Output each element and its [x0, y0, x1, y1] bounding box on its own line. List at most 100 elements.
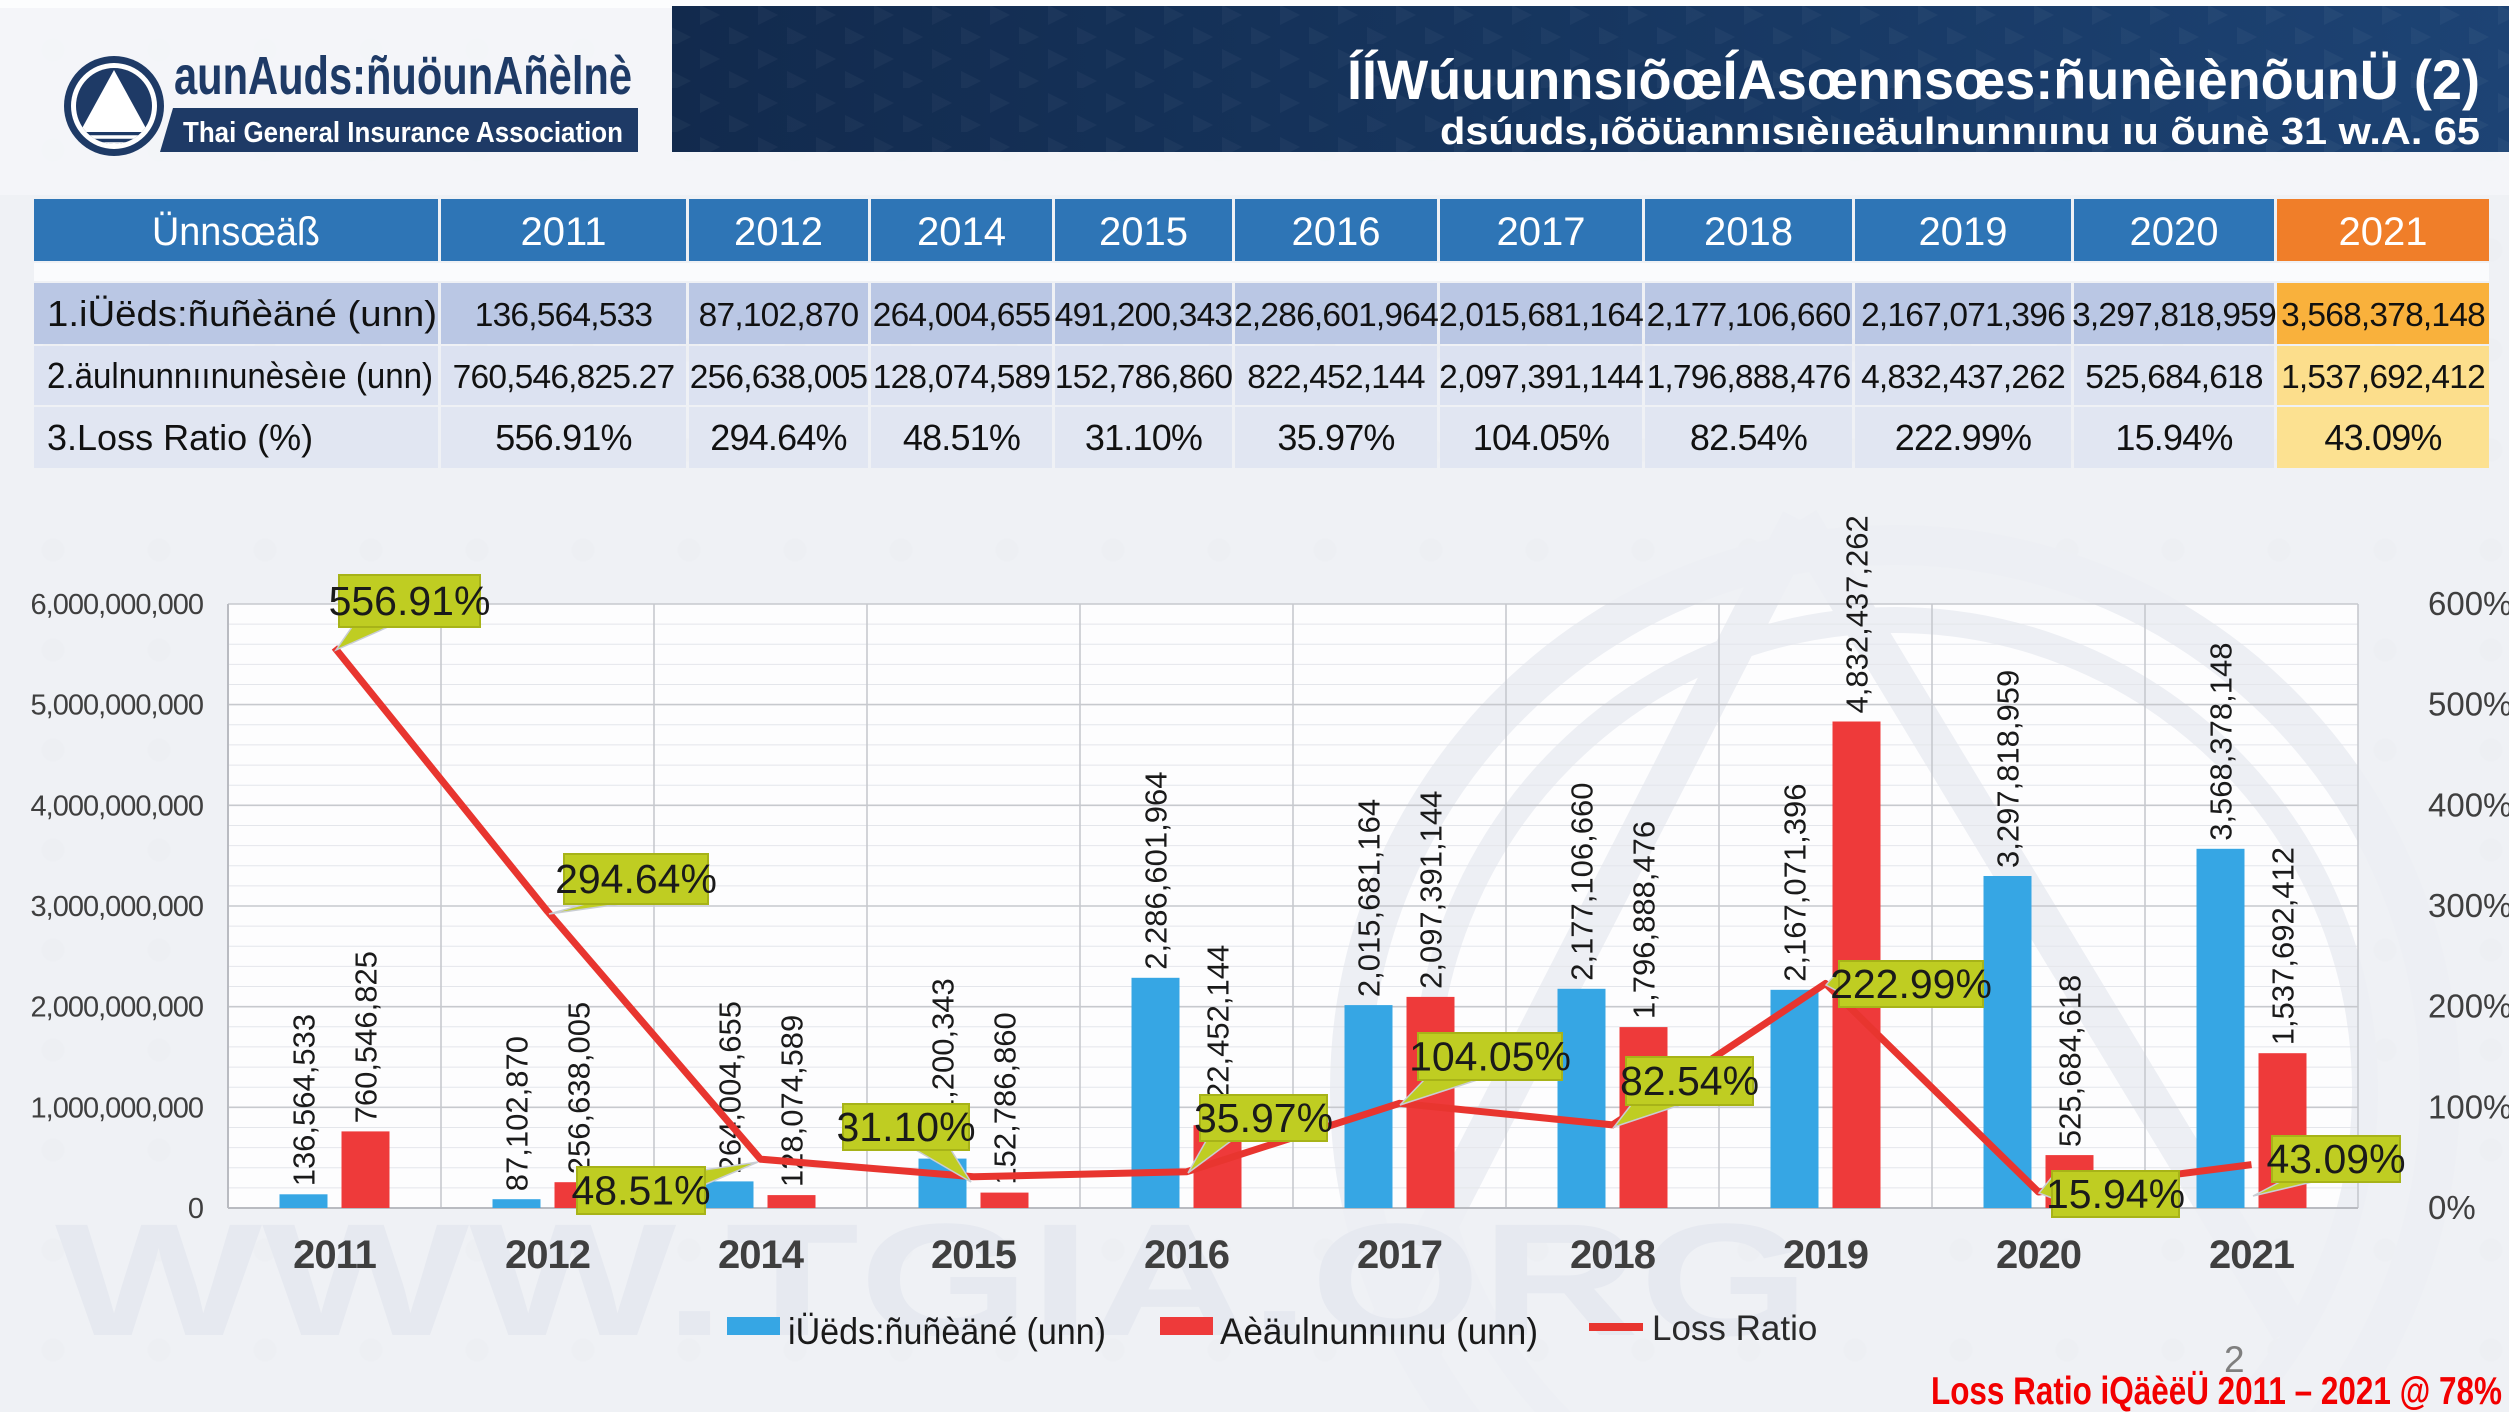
svg-text:2,167,071,396: 2,167,071,396 [1861, 297, 2065, 334]
svg-text:2,015,681,164: 2,015,681,164 [1439, 297, 1643, 334]
svg-text:WWW.TGIA.ORG: WWW.TGIA.ORG [55, 1190, 1810, 1369]
svg-text:760,546,825: 760,546,825 [349, 951, 384, 1123]
svg-text:136,564,533: 136,564,533 [287, 1014, 322, 1186]
svg-text:1.iÜëds:ñuñèäné (unn): 1.iÜëds:ñuñèäné (unn) [47, 293, 437, 334]
svg-text:2,177,106,660: 2,177,106,660 [1565, 783, 1600, 981]
svg-text:264,004,655: 264,004,655 [873, 297, 1051, 334]
svg-text:556.91%: 556.91% [329, 578, 491, 624]
svg-text:264,004,655: 264,004,655 [713, 1001, 748, 1173]
svg-text:aunAuds:ñuöunAñèlnè: aunAuds:ñuöunAñèlnè [174, 46, 632, 106]
svg-text:525,684,618: 525,684,618 [2085, 359, 2263, 396]
svg-text:2.äulnunnıınunèsèıe (unn): 2.äulnunnıınunèsèıe (unn) [47, 355, 433, 396]
svg-text:87,102,870: 87,102,870 [500, 1036, 535, 1191]
svg-text:2,286,601,964: 2,286,601,964 [1234, 297, 1438, 334]
svg-text:2015: 2015 [1099, 210, 1188, 254]
svg-text:Loss Ratio iQäèëÜ 2011 – 2021: Loss Ratio iQäèëÜ 2011 – 2021 @ 78% [1931, 1370, 2502, 1412]
svg-text:3,297,818,959: 3,297,818,959 [1991, 670, 2026, 868]
svg-text:2019: 2019 [1783, 1233, 1868, 1277]
svg-text:294.64%: 294.64% [710, 417, 847, 458]
svg-text:3,297,818,959: 3,297,818,959 [2072, 297, 2276, 334]
svg-text:2,167,071,396: 2,167,071,396 [1778, 784, 1813, 982]
svg-text:dsúuds,ıõöüannısıèııeäulnunnıı: dsúuds,ıõöüannısıèııeäulnunnıınu ıu õunè… [1440, 111, 2480, 153]
svg-text:556.91%: 556.91% [495, 417, 632, 458]
svg-text:48.51%: 48.51% [903, 417, 1020, 458]
svg-text:2011: 2011 [520, 210, 606, 254]
svg-text:3,568,378,148: 3,568,378,148 [2281, 297, 2485, 334]
svg-text:1,000,000,000: 1,000,000,000 [31, 1092, 203, 1124]
svg-text:1,537,692,412: 1,537,692,412 [2281, 359, 2485, 396]
svg-text:294.64%: 294.64% [555, 856, 717, 902]
svg-text:104.05%: 104.05% [1409, 1034, 1571, 1080]
svg-text:222.99%: 222.99% [1830, 961, 1992, 1007]
svg-text:822,452,144: 822,452,144 [1247, 359, 1425, 396]
svg-text:400%: 400% [2428, 786, 2509, 823]
svg-text:222.99%: 222.99% [1895, 417, 2032, 458]
svg-text:31.10%: 31.10% [836, 1104, 975, 1150]
svg-text:4,832,437,262: 4,832,437,262 [1861, 359, 2065, 396]
svg-text:2,286,601,964: 2,286,601,964 [1139, 772, 1174, 970]
svg-text:2,177,106,660: 2,177,106,660 [1647, 297, 1851, 334]
svg-text:4,832,437,262: 4,832,437,262 [1840, 515, 1875, 713]
svg-text:5,000,000,000: 5,000,000,000 [31, 690, 203, 722]
svg-text:256,638,005: 256,638,005 [690, 359, 868, 396]
svg-text:2014: 2014 [718, 1233, 805, 1277]
svg-text:43.09%: 43.09% [2266, 1136, 2405, 1182]
svg-text:2,015,681,164: 2,015,681,164 [1352, 799, 1387, 997]
svg-text:31.10%: 31.10% [1085, 417, 1202, 458]
svg-text:1,537,692,412: 1,537,692,412 [2266, 847, 2301, 1045]
svg-text:500%: 500% [2428, 686, 2509, 723]
svg-text:104.05%: 104.05% [1473, 417, 1610, 458]
svg-text:300%: 300% [2428, 887, 2509, 924]
svg-text:Thai General Insurance Associa: Thai General Insurance Association [183, 117, 623, 149]
svg-text:2018: 2018 [1570, 1233, 1656, 1277]
svg-text:152,786,860: 152,786,860 [1055, 359, 1233, 396]
svg-text:35.97%: 35.97% [1277, 417, 1394, 458]
svg-text:1,796,888,476: 1,796,888,476 [1647, 359, 1851, 396]
svg-text:2015: 2015 [931, 1233, 1017, 1277]
svg-text:2021: 2021 [2339, 210, 2428, 254]
svg-text:2021: 2021 [2209, 1233, 2295, 1277]
svg-text:48.51%: 48.51% [571, 1168, 710, 1214]
svg-text:2018: 2018 [1704, 210, 1793, 254]
svg-text:2012: 2012 [734, 210, 823, 254]
svg-text:35.97%: 35.97% [1194, 1095, 1333, 1141]
svg-text:2020: 2020 [1996, 1233, 2081, 1277]
svg-text:760,546,825.27: 760,546,825.27 [453, 359, 675, 396]
svg-text:491,200,343: 491,200,343 [1055, 297, 1233, 334]
svg-text:256,638,005: 256,638,005 [562, 1002, 597, 1174]
svg-text:15.94%: 15.94% [2046, 1171, 2185, 1217]
svg-text:2,097,391,144: 2,097,391,144 [1439, 359, 1643, 396]
svg-text:3.Loss Ratio (%): 3.Loss Ratio (%) [47, 417, 313, 458]
svg-text:200%: 200% [2428, 988, 2509, 1025]
svg-text:2017: 2017 [1497, 210, 1586, 254]
svg-text:2014: 2014 [917, 210, 1006, 254]
svg-text:152,786,860: 152,786,860 [988, 1012, 1023, 1184]
svg-text:Aèäulnunnıınu (unn): Aèäulnunnıınu (unn) [1220, 1311, 1538, 1352]
svg-text:128,074,589: 128,074,589 [873, 359, 1051, 396]
svg-text:2016: 2016 [1292, 210, 1381, 254]
svg-text:Loss Ratio: Loss Ratio [1652, 1309, 1817, 1348]
svg-text:2,097,391,144: 2,097,391,144 [1414, 791, 1449, 989]
svg-text:2020: 2020 [2130, 210, 2219, 254]
svg-text:ÍÍWúuunnsıõœÍAsœnnsœs:ñunèıènõ: ÍÍWúuunnsıõœÍAsœnnsœs:ñunèıènõunÜ (2) [1347, 48, 2480, 111]
svg-text:600%: 600% [2428, 585, 2509, 622]
svg-text:87,102,870: 87,102,870 [699, 297, 859, 334]
svg-text:3,568,378,148: 3,568,378,148 [2204, 643, 2239, 841]
svg-text:15.94%: 15.94% [2115, 417, 2232, 458]
svg-text:0%: 0% [2428, 1189, 2476, 1226]
svg-text:2019: 2019 [1919, 210, 2008, 254]
svg-text:6,000,000,000: 6,000,000,000 [31, 589, 203, 621]
svg-text:0: 0 [188, 1193, 203, 1225]
svg-text:100%: 100% [2428, 1088, 2509, 1125]
svg-text:136,564,533: 136,564,533 [475, 297, 653, 334]
svg-text:2: 2 [2224, 1339, 2245, 1380]
svg-text:2016: 2016 [1144, 1233, 1229, 1277]
svg-text:1,796,888,476: 1,796,888,476 [1627, 821, 1662, 1019]
svg-text:82.54%: 82.54% [1690, 417, 1807, 458]
svg-text:2012: 2012 [505, 1233, 590, 1277]
svg-text:4,000,000,000: 4,000,000,000 [31, 790, 203, 822]
svg-text:525,684,618: 525,684,618 [2053, 975, 2088, 1147]
svg-text:iÜëds:ñuñèäné (unn): iÜëds:ñuñèäné (unn) [788, 1311, 1106, 1352]
svg-text:2017: 2017 [1357, 1233, 1442, 1277]
svg-text:43.09%: 43.09% [2324, 417, 2441, 458]
